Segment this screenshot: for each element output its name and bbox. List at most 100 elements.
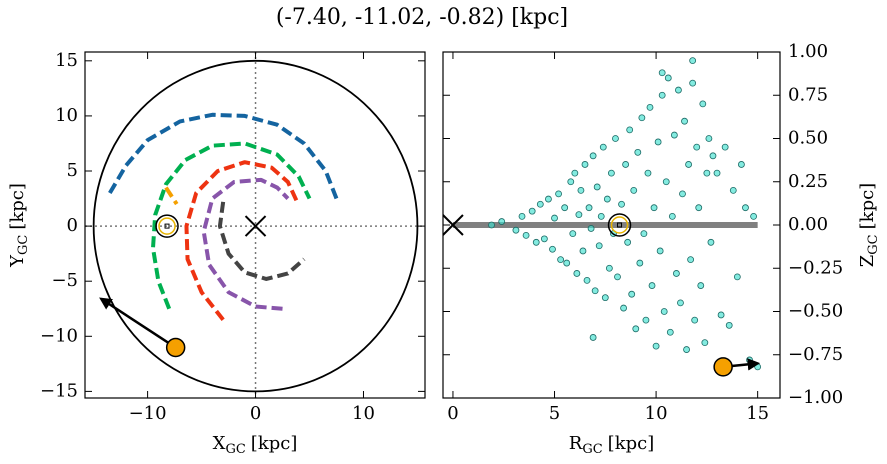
target-marker	[713, 357, 733, 377]
star-point	[488, 221, 495, 229]
chart-title: (-7.40, -11.02, -0.82) [kpc]	[276, 5, 568, 30]
star-point	[689, 79, 697, 87]
star-point	[650, 204, 658, 212]
center-marker	[244, 215, 267, 237]
y-tick-label: 10	[55, 105, 78, 126]
axis-label-unit: [kpc]	[857, 183, 878, 230]
star-point	[593, 183, 601, 191]
sun-ring	[158, 217, 176, 235]
star-point	[638, 114, 646, 122]
center-marker-stroke	[244, 215, 267, 237]
sun-dot	[164, 223, 170, 229]
y-tick-label: 0.75	[788, 84, 828, 105]
star-point	[528, 207, 536, 215]
star-point	[571, 169, 579, 177]
y-tick-label: −5	[51, 270, 78, 291]
axis-label-sub: GC	[16, 235, 31, 255]
star-point	[750, 212, 757, 220]
star-point	[658, 69, 666, 77]
star-point	[591, 287, 599, 295]
star-point	[626, 126, 634, 134]
axis-label-sub: GC	[225, 442, 245, 457]
star-point	[656, 247, 664, 255]
star-point	[618, 200, 625, 208]
star-point	[746, 356, 753, 364]
star-point	[707, 238, 715, 246]
axis-label-sub: GC	[866, 234, 881, 254]
x-tick-label: −10	[129, 403, 167, 424]
star-point	[498, 218, 506, 225]
velocity-arrow	[99, 297, 177, 349]
star-point	[579, 247, 587, 255]
axis-label-main: Z	[857, 255, 878, 268]
star-point	[632, 325, 640, 333]
star-point	[693, 143, 701, 151]
star-point	[545, 195, 552, 203]
star-point	[666, 328, 674, 336]
star-point	[699, 100, 707, 108]
sun-marker	[607, 213, 632, 237]
sun-ring	[607, 213, 632, 237]
star-point	[644, 169, 652, 177]
star-point	[642, 316, 650, 324]
star-point	[561, 204, 569, 212]
star-point	[587, 225, 595, 232]
center-marker-stroke	[443, 214, 464, 236]
star-point	[685, 161, 692, 168]
star-point	[703, 169, 711, 177]
star-point	[563, 259, 571, 267]
axis-label-unit: [kpc]	[608, 433, 655, 454]
spiral-arm	[201, 177, 290, 311]
star-point	[681, 117, 688, 125]
star-point	[581, 161, 589, 168]
sun-ring	[610, 216, 629, 234]
y-tick-label: −0.50	[788, 301, 843, 322]
axis-label-main: Y	[7, 254, 28, 268]
plot-area	[443, 57, 762, 377]
axis-label: ZGC [kpc]	[857, 183, 881, 267]
star-point	[599, 143, 607, 151]
star-point	[601, 294, 609, 302]
axis-label-unit: [kpc]	[7, 183, 28, 230]
star-point	[725, 321, 733, 329]
star-point	[733, 273, 741, 281]
star-point	[597, 212, 605, 220]
center-marker	[443, 214, 464, 236]
star-point	[675, 86, 682, 94]
spiral-arm	[217, 201, 306, 281]
star-point	[701, 339, 709, 347]
y-tick-label: 5	[67, 160, 78, 181]
star-point	[721, 143, 729, 151]
star-point	[729, 186, 737, 194]
star-point	[660, 308, 668, 315]
y-tick-label: −0.25	[788, 257, 843, 278]
star-point	[557, 256, 565, 264]
star-point	[691, 316, 699, 324]
star-point	[540, 235, 548, 243]
star-point	[551, 214, 558, 222]
star-point	[512, 226, 520, 234]
star-point	[573, 270, 581, 277]
star-point	[683, 346, 690, 353]
star-point	[589, 334, 597, 341]
star-point	[679, 190, 686, 198]
y-tick-label: −15	[40, 380, 78, 401]
sun-marker	[155, 214, 179, 238]
star-point	[697, 282, 705, 289]
star-point	[567, 178, 575, 186]
plot-area	[85, 52, 425, 398]
star-point	[630, 186, 638, 194]
axis-label-sub: GC	[582, 442, 602, 457]
star-point	[670, 131, 678, 139]
star-point	[607, 169, 615, 177]
axis-label: RGC [kpc]	[569, 433, 654, 457]
star-point	[575, 211, 583, 219]
axis-label: YGC [kpc]	[7, 183, 31, 268]
star-point	[640, 230, 648, 238]
sun-ring	[155, 214, 179, 238]
star-point	[522, 231, 530, 239]
x-tick-label: 5	[549, 403, 560, 424]
star-point	[664, 74, 672, 82]
star-point	[652, 342, 660, 350]
